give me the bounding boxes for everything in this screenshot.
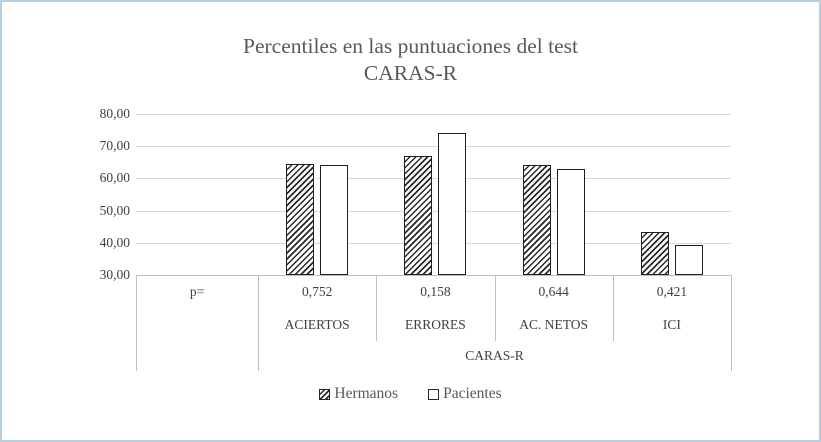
- gridline-70,00: [136, 146, 731, 148]
- bar-pacientes-aciertos: [320, 164, 349, 275]
- bar-hermanos-aciertos: [286, 163, 315, 275]
- table-header-column-border: [258, 275, 259, 371]
- table-column-border: [612, 275, 614, 341]
- gridline-40,00: [136, 242, 731, 244]
- bar-hermanos-ac-netos: [522, 165, 551, 275]
- category-label-ici: ICI: [662, 316, 681, 332]
- legend-swatch-hermanos-icon: [319, 388, 331, 400]
- table-column-border: [376, 275, 378, 341]
- legend-label-hermanos: Hermanos: [334, 385, 399, 402]
- p-value-aciertos: 0,752: [301, 283, 333, 299]
- table-right-border: [731, 275, 732, 371]
- legend-swatch-pacientes-icon: [428, 388, 440, 400]
- bar-pacientes-errores: [438, 132, 467, 275]
- p-row-label: p=: [189, 283, 205, 299]
- chart-title-line2: CARAS-R: [363, 61, 458, 85]
- table-top-border: [136, 275, 731, 276]
- chart-title-line1: Percentiles en las puntuaciones del test: [243, 34, 578, 58]
- bar-pacientes-ici: [674, 245, 703, 275]
- category-label-ac-netos: AC. NETOS: [519, 316, 589, 332]
- category-label-errores: ERRORES: [404, 316, 466, 332]
- y-axis-tick-label: 80,00: [99, 106, 130, 121]
- legend: Hermanos Pacientes: [2, 385, 819, 403]
- table-column-border: [494, 275, 496, 341]
- p-value-errores: 0,158: [420, 283, 451, 299]
- chart-title: Percentiles en las puntuaciones del test…: [2, 33, 819, 87]
- bar-hermanos-ici: [640, 231, 669, 275]
- y-axis-tick-label: 70,00: [99, 138, 130, 154]
- p-value-ici: 0,421: [656, 283, 688, 299]
- bar-hermanos-errores: [404, 156, 433, 275]
- gridline-60,00: [136, 178, 731, 180]
- axis-group-label: CARAS-R: [465, 348, 524, 363]
- y-axis-tick-label: 60,00: [99, 170, 130, 186]
- p-value-ac-netos: 0,644: [538, 283, 569, 299]
- legend-item-pacientes: Pacientes: [428, 385, 502, 403]
- y-axis-tick-label: 40,00: [99, 234, 130, 250]
- y-axis-tick-label: 30,00: [99, 267, 130, 282]
- y-axis-tick-label: 50,00: [99, 202, 130, 218]
- gridline-50,00: [136, 210, 731, 212]
- table-left-border: [136, 275, 137, 371]
- gridline-80,00: [136, 114, 731, 115]
- legend-item-hermanos: Hermanos: [319, 385, 398, 403]
- legend-label-pacientes: Pacientes: [443, 385, 502, 402]
- category-label-aciertos: ACIERTOS: [284, 316, 350, 332]
- bar-pacientes-ac-netos: [556, 169, 585, 275]
